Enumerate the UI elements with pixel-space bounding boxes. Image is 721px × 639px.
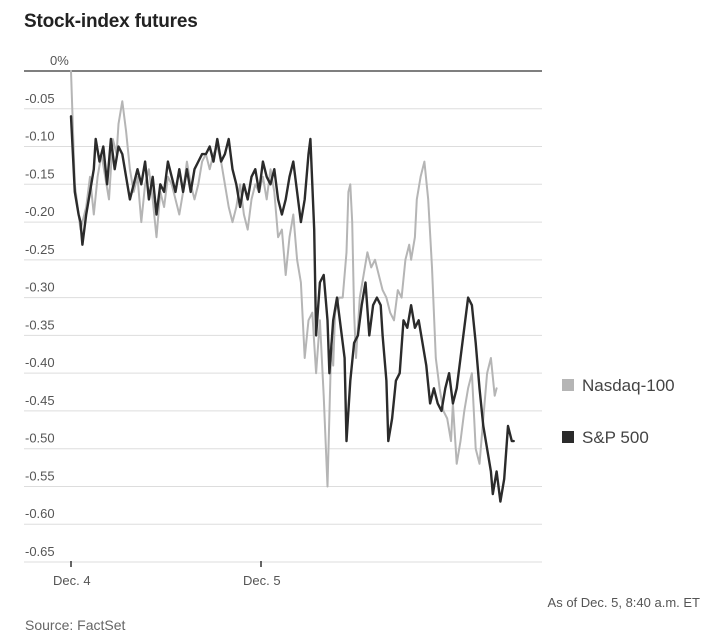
y-tick-labels: 0% -0.05 -0.10 -0.15 -0.20 -0.25 -0.30 -0.35 -0.… bbox=[25, 53, 69, 559]
nasdaq-100-line bbox=[70, 70, 498, 488]
series-lines bbox=[69, 70, 515, 503]
y-tick-label: -0.35 bbox=[25, 317, 55, 332]
y-tick-label: -0.25 bbox=[25, 242, 55, 257]
y-tick-label: 0% bbox=[50, 53, 69, 68]
y-tick-label: -0.65 bbox=[25, 544, 55, 559]
y-gridlines bbox=[24, 70, 542, 563]
y-tick-label: -0.30 bbox=[25, 280, 55, 295]
y-tick-label: -0.60 bbox=[25, 506, 55, 521]
y-tick-label: -0.55 bbox=[25, 468, 55, 483]
source-note: Source: FactSet bbox=[25, 617, 126, 633]
y-tick-label: -0.20 bbox=[25, 204, 55, 219]
y-tick-label: -0.40 bbox=[25, 355, 55, 370]
legend-swatch-nasdaq bbox=[562, 379, 574, 391]
x-tick-label: Dec. 4 bbox=[53, 573, 91, 588]
y-tick-label: -0.50 bbox=[25, 431, 55, 446]
legend: Nasdaq-100 S&P 500 bbox=[562, 376, 675, 447]
legend-label-sp500: S&P 500 bbox=[582, 428, 649, 447]
x-tick-label: Dec. 5 bbox=[243, 573, 281, 588]
legend-swatch-sp500 bbox=[562, 431, 574, 443]
timestamp-note: As of Dec. 5, 8:40 a.m. ET bbox=[547, 595, 700, 610]
sp500-line bbox=[69, 115, 515, 503]
line-chart: 0% -0.05 -0.10 -0.15 -0.20 -0.25 -0.30 -0.35 -0.… bbox=[24, 53, 675, 588]
y-tick-label: -0.10 bbox=[25, 129, 55, 144]
y-tick-label: -0.15 bbox=[25, 166, 55, 181]
y-tick-label: -0.05 bbox=[25, 91, 55, 106]
chart-title: Stock-index futures bbox=[24, 11, 198, 32]
x-axis: Dec. 4 Dec. 5 bbox=[53, 561, 281, 588]
y-tick-label: -0.45 bbox=[25, 393, 55, 408]
legend-label-nasdaq: Nasdaq-100 bbox=[582, 376, 675, 395]
